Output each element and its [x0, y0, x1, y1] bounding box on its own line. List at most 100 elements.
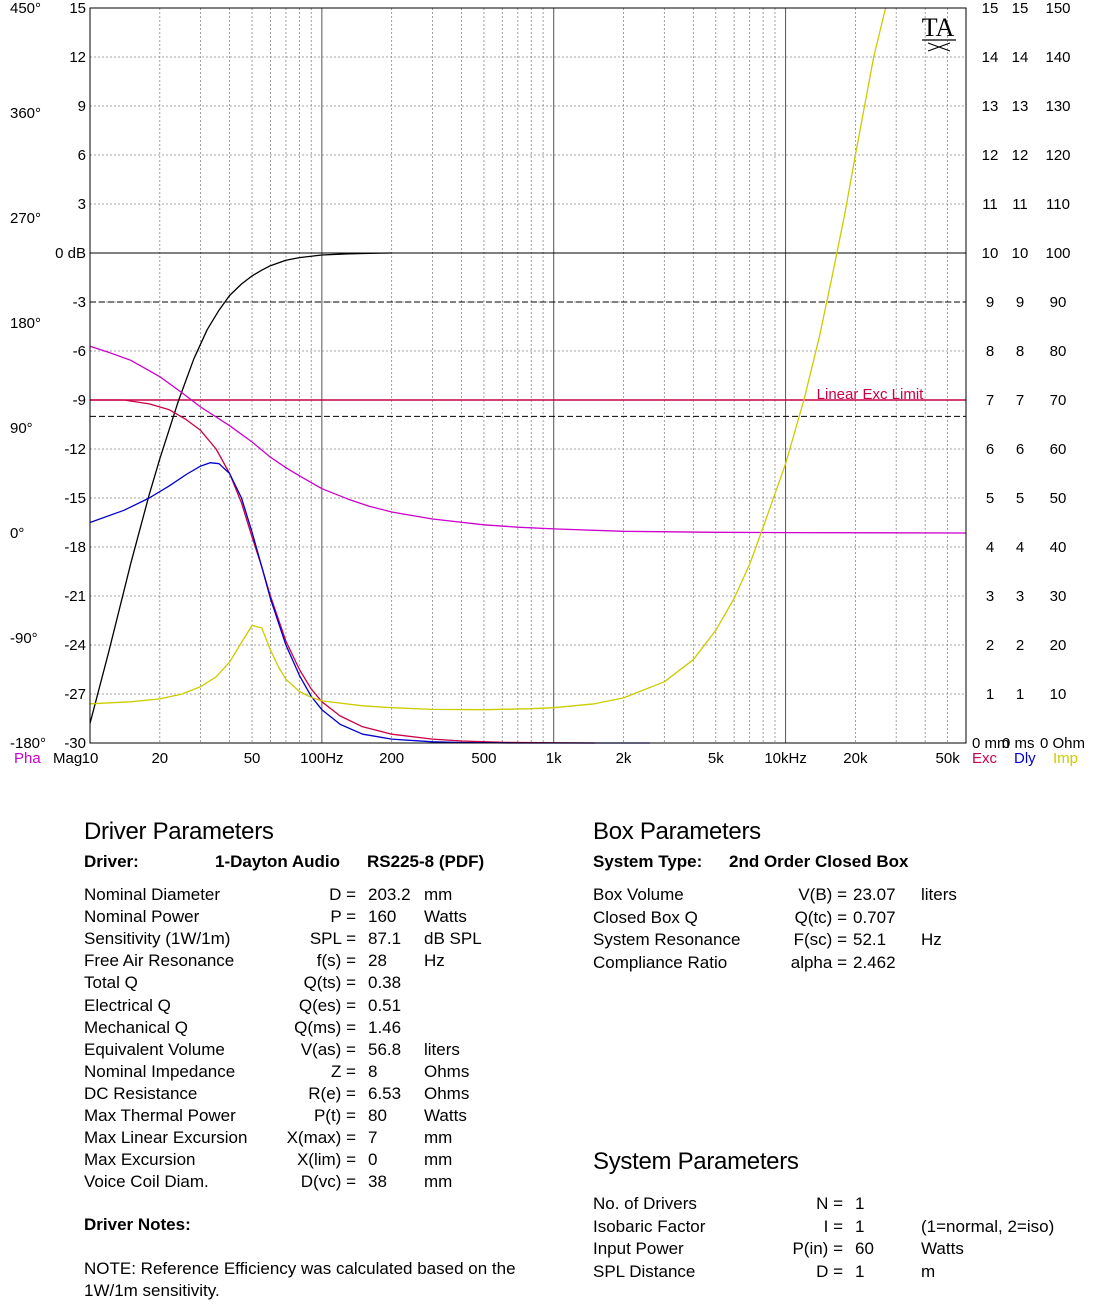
box-param-sym: alpha = — [790, 952, 847, 972]
driver-param-name: Max Linear Excursion — [84, 1128, 248, 1148]
driver-param-unit: Ohms — [424, 1083, 470, 1103]
box-param-name: System Resonance — [593, 930, 741, 949]
box-param-val: 52.1 — [853, 930, 887, 949]
box-param-sym: Q(tc) = — [794, 907, 847, 927]
mag-tick-label: -27 — [64, 686, 86, 703]
driver-param-unit: mm — [424, 1172, 453, 1192]
right-axis-label-dly: 15 — [1012, 0, 1029, 17]
driver-param-sym: Q(ms) = — [294, 1017, 356, 1037]
box-param-name: Box Volume — [593, 885, 684, 904]
right-axis-label-dly: 5 — [1016, 490, 1024, 507]
driver-param-unit: Watts — [424, 1106, 467, 1125]
right-axis-label-exc: 5 — [986, 490, 994, 507]
driver-param-name: Voice Coil Diam. — [84, 1172, 209, 1192]
box-param-val: 23.07 — [853, 885, 896, 904]
right-axis-label-exc: 8 — [986, 343, 994, 360]
system-section-title: System Parameters — [593, 1148, 799, 1175]
right-axis-label-imp: 120 — [1045, 147, 1070, 164]
phase-tick-label: -90° — [10, 630, 38, 647]
driver-param-row: Nominal Power P = 160 Watts — [84, 906, 564, 928]
legend-label-pha: Pha — [14, 750, 41, 767]
driver-param-unit: dB SPL — [424, 929, 482, 949]
box-param-row: System Resonance F(sc) = 52.1 Hz — [593, 929, 1073, 951]
curve-mag — [89, 252, 392, 724]
driver-param-val: 8 — [368, 1061, 378, 1081]
chart-grid — [90, 8, 966, 743]
ta-logo-cross-b — [927, 42, 951, 52]
right-axis-label-dly: 4 — [1016, 539, 1024, 556]
driver-param-name: Mechanical Q — [84, 1017, 188, 1037]
driver-param-sym: Q(es) = — [298, 995, 356, 1015]
x-tick-label: 1k — [546, 750, 562, 767]
driver-param-sym: X(max) = — [286, 1128, 356, 1148]
system-param-unit: Watts — [921, 1239, 964, 1258]
right-axis-label-dly: 10 — [1012, 245, 1029, 262]
mag-tick-label: -18 — [64, 539, 86, 556]
driver-param-sym: f(s) = — [316, 951, 356, 971]
driver-param-val: 7 — [368, 1128, 378, 1148]
x-tick-label: 20 — [151, 750, 168, 767]
box-param-row: Compliance Ratio alpha = 2.462 — [593, 952, 1073, 974]
driver-param-unit: Hz — [424, 951, 445, 971]
phase-tick-label: 270° — [10, 210, 41, 227]
driver-param-unit: mm — [424, 1150, 453, 1170]
right-axis-label-dly: 13 — [1012, 98, 1029, 115]
right-axis-label-dly: 9 — [1016, 294, 1024, 311]
right-axis-label-exc: 3 — [986, 588, 994, 605]
right-axis-label-dly: 1 — [1016, 686, 1024, 703]
right-axis-label-imp: 60 — [1050, 441, 1067, 458]
right-axis-label-exc: 10 — [982, 245, 999, 262]
box-section-title: Box Parameters — [593, 818, 761, 845]
x-tick-label: 2k — [616, 750, 632, 767]
mag-tick-label: -3 — [73, 294, 86, 311]
right-axis-label-dly: 14 — [1012, 49, 1029, 66]
right-axis-label-imp: 90 — [1050, 294, 1067, 311]
driver-name: 1-Dayton Audio — [215, 852, 340, 871]
right-axis-label-dly: 7 — [1016, 392, 1024, 409]
right-axis-label-imp: 150 — [1045, 0, 1070, 17]
phase-tick-label: 180° — [10, 315, 41, 332]
right-axis-label-imp: 100 — [1045, 245, 1070, 262]
system-param-name: Isobaric Factor — [593, 1216, 706, 1236]
right-axis-label-imp: 140 — [1045, 49, 1070, 66]
driver-param-sym: Q(ts) = — [303, 973, 356, 993]
driver-param-val: 0.38 — [368, 973, 402, 993]
driver-param-sym: P(t) = — [313, 1106, 356, 1125]
driver-param-sym: X(lim) = — [296, 1150, 356, 1170]
driver-param-row: DC Resistance R(e) = 6.53 Ohms — [84, 1083, 564, 1105]
right-axis-label-imp: 30 — [1050, 588, 1067, 605]
right-axis-label-imp: 80 — [1050, 343, 1067, 360]
driver-param-name: Nominal Diameter — [84, 885, 221, 904]
driver-param-val: 87.1 — [368, 929, 402, 949]
driver-param-row: Mechanical Q Q(ms) = 1.46 — [84, 1017, 564, 1039]
right-axis-label-imp: 10 — [1050, 686, 1067, 703]
mag-tick-label: 3 — [78, 196, 86, 213]
box-param-sym: F(sc) = — [793, 930, 847, 949]
system-param-val: 1 — [855, 1261, 865, 1281]
system-type-label: System Type: — [593, 852, 703, 871]
driver-param-row: Nominal Impedance Z = 8 Ohms — [84, 1061, 564, 1083]
box-param-val: 2.462 — [853, 952, 896, 972]
phase-tick-label: 90° — [10, 420, 33, 437]
box-param-sym: V(B) = — [798, 885, 847, 904]
driver-param-row: Equivalent Volume V(as) = 56.8 liters — [84, 1039, 564, 1061]
right-axis-label-dly: 8 — [1016, 343, 1024, 360]
system-type-value: 2nd Order Closed Box — [729, 852, 909, 871]
x-tick-label: 500 — [471, 750, 496, 767]
system-param-sym: N = — [816, 1194, 843, 1213]
driver-param-name: Nominal Power — [84, 907, 200, 927]
driver-param-val: 0.51 — [368, 995, 402, 1015]
driver-param-name: Max Thermal Power — [84, 1106, 236, 1125]
right-axis-label-dly: 11 — [1012, 196, 1028, 213]
right-axis-label-exc: 2 — [986, 637, 994, 654]
phase-tick-label: 450° — [10, 0, 41, 17]
driver-param-sym: P = — [330, 907, 356, 927]
box-param-name: Compliance Ratio — [593, 952, 728, 972]
system-param-name: No. of Drivers — [593, 1194, 697, 1213]
mag-tick-label: 6 — [78, 147, 86, 164]
x-tick-label: 20k — [843, 750, 868, 767]
driver-param-val: 80 — [368, 1106, 387, 1125]
legend-label-dly: Dly — [1014, 750, 1036, 767]
driver-param-name: Total Q — [84, 973, 138, 993]
